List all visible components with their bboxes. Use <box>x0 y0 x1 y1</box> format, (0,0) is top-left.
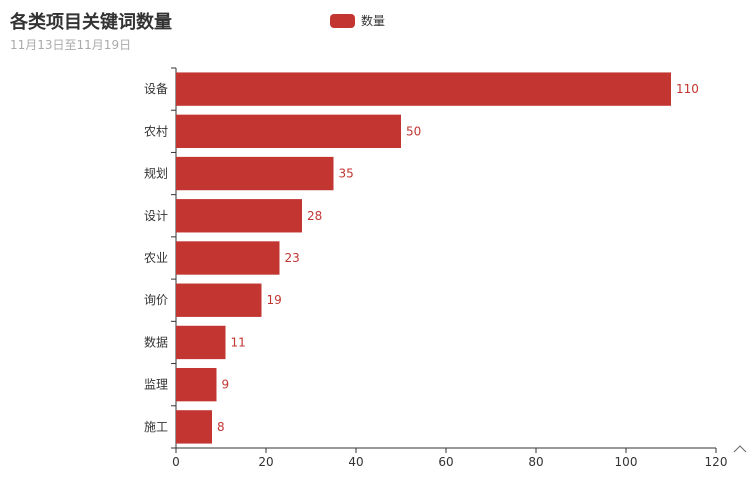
x-tick-label: 20 <box>258 455 273 469</box>
y-category-label: 设计 <box>144 209 168 223</box>
bar-value-label: 11 <box>231 335 246 349</box>
bar-value-label: 9 <box>222 378 230 392</box>
x-tick-label: 0 <box>172 455 180 469</box>
labels-group: 设备 110 农村 50 规划 35 设计 28 农业 23 询价 19 数据 11 监理 9 施工 8 <box>144 82 699 434</box>
x-tick-label: 100 <box>615 455 638 469</box>
y-category-label: 询价 <box>144 293 168 307</box>
y-category-label: 农业 <box>144 251 168 265</box>
bar-value-label: 23 <box>285 251 300 265</box>
y-category-label: 监理 <box>144 378 168 392</box>
bar-value-label: 35 <box>339 167 354 181</box>
bar <box>176 72 671 106</box>
y-category-label: 数据 <box>144 334 168 349</box>
x-tick-label: 80 <box>528 455 543 469</box>
expand-arrow-icon[interactable] <box>733 445 747 453</box>
y-category-label: 施工 <box>144 420 168 434</box>
legend-item[interactable]: 数量 <box>330 12 385 29</box>
y-category-label: 设备 <box>144 82 168 96</box>
bar <box>176 283 262 317</box>
chart-title: 各类项目关键词数量 <box>10 12 172 33</box>
y-category-label: 农村 <box>144 124 168 138</box>
bar-value-label: 28 <box>307 209 322 223</box>
x-tick-label: 40 <box>348 455 363 469</box>
x-tick-label: 120 <box>705 455 728 469</box>
bar <box>176 114 401 149</box>
y-category-label: 规划 <box>144 166 168 181</box>
bar <box>176 156 334 191</box>
chart-subtitle: 11月13日至11月19日 <box>10 38 132 52</box>
bar <box>176 199 302 233</box>
x-tick-label: 60 <box>438 455 453 469</box>
axes-group: 0 20 40 60 80 100 120 <box>171 67 728 469</box>
bar <box>176 367 217 402</box>
bar <box>176 410 212 444</box>
bar-value-label: 110 <box>676 82 699 96</box>
bar-value-label: 19 <box>267 293 282 307</box>
bar <box>176 241 280 275</box>
bar-value-label: 50 <box>406 124 421 138</box>
bars-group <box>176 72 671 444</box>
legend-swatch <box>330 13 355 28</box>
bar-value-label: 8 <box>217 420 225 434</box>
legend-label: 数量 <box>361 14 386 28</box>
bar <box>176 325 226 360</box>
